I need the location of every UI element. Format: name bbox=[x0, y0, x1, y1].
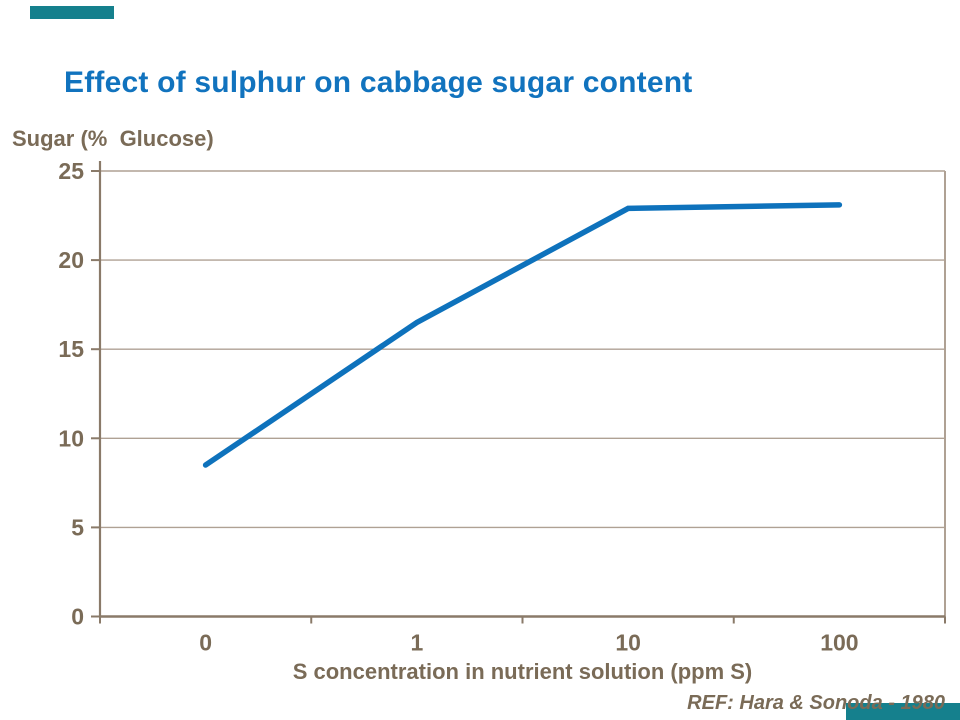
x-tick-label: 100 bbox=[820, 630, 858, 656]
decor-bar-bottom-right bbox=[846, 703, 960, 720]
y-axis-title: Sugar (% Glucose) bbox=[12, 126, 214, 151]
reference-note: REF: Hara & Sonoda - 1980 bbox=[687, 692, 945, 714]
x-tick-label: 10 bbox=[615, 630, 641, 656]
chart-title: Effect of sulphur on cabbage sugar conte… bbox=[64, 66, 693, 99]
decor-bar-top-left bbox=[30, 6, 114, 19]
x-tick-label: 1 bbox=[410, 630, 423, 656]
y-tick-label: 25 bbox=[58, 158, 84, 184]
y-tick-label: 15 bbox=[58, 336, 84, 362]
y-tick-label: 5 bbox=[71, 514, 84, 540]
y-tick-label: 10 bbox=[58, 425, 84, 451]
data-line-sugar bbox=[202, 202, 843, 468]
y-tick-label: 20 bbox=[58, 247, 84, 273]
y-tick-label: 0 bbox=[71, 604, 84, 630]
x-axis-title: S concentration in nutrient solution (pp… bbox=[292, 659, 753, 684]
x-tick-label: 0 bbox=[199, 630, 212, 656]
